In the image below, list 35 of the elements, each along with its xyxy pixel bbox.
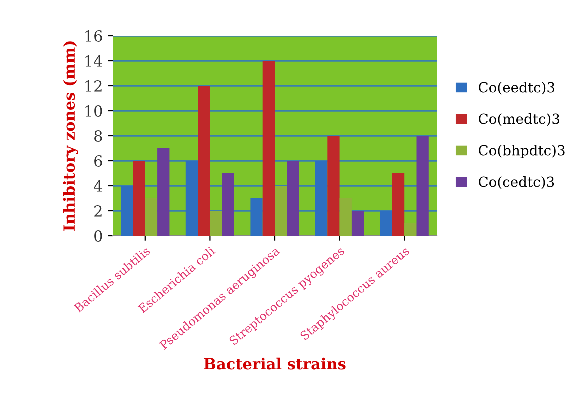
bar xyxy=(198,86,210,236)
bar xyxy=(145,198,158,236)
bar xyxy=(340,198,352,236)
y-tick-label: 4 xyxy=(94,180,103,192)
bar xyxy=(328,136,340,236)
bar xyxy=(275,186,288,236)
bar xyxy=(287,161,300,236)
bar xyxy=(186,161,198,236)
legend-label: Co(cedtc)3 xyxy=(478,176,554,190)
y-tick-label: 0 xyxy=(94,230,102,242)
x-axis-title: Bacterial strains xyxy=(204,358,346,370)
y-tick-label: 2 xyxy=(94,205,102,217)
y-axis-title: Inhibitory zones (mm) xyxy=(63,42,78,232)
bar xyxy=(222,174,234,236)
bar xyxy=(133,161,146,236)
bar xyxy=(352,211,364,236)
bar xyxy=(210,211,222,236)
bar xyxy=(250,198,263,236)
bar xyxy=(262,61,275,236)
y-tick-label: 6 xyxy=(94,155,102,168)
bar xyxy=(380,211,392,236)
bar xyxy=(404,224,417,236)
bar xyxy=(158,148,170,236)
bar xyxy=(316,161,328,236)
bar xyxy=(121,186,134,236)
y-tick-label: 8 xyxy=(94,130,102,142)
bar xyxy=(416,136,429,236)
legend-label: Co(bhpdtc)3 xyxy=(478,145,565,158)
legend-label: Co(medtc)3 xyxy=(478,114,560,126)
legend-label: Co(eedtc)3 xyxy=(478,82,555,95)
y-tick-label: 16 xyxy=(86,30,102,42)
y-tick-label: 10 xyxy=(86,105,102,118)
y-tick-label: 14 xyxy=(86,55,103,67)
y-tick-label: 12 xyxy=(86,80,102,92)
bar xyxy=(392,174,405,236)
